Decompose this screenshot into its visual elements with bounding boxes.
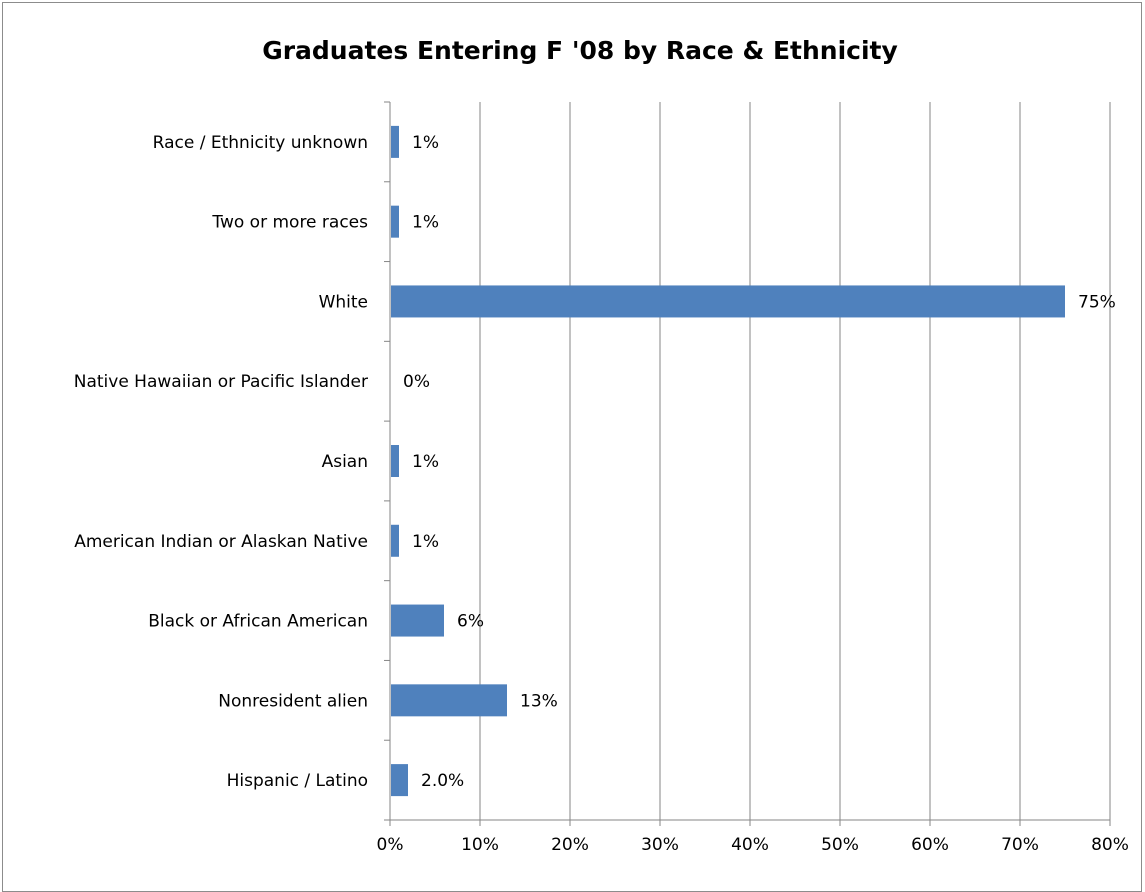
category-label: Nonresident alien bbox=[218, 691, 368, 711]
data-label: 1% bbox=[412, 133, 439, 153]
bar bbox=[391, 445, 399, 477]
x-tick-labels: 0% 10% 20% 30% 40% 50% 60% 70% 80% bbox=[377, 835, 1129, 855]
x-tick-label: 60% bbox=[911, 835, 949, 855]
category-label: Asian bbox=[322, 452, 368, 472]
data-label: 1% bbox=[412, 213, 439, 233]
chart-title: Graduates Entering F '08 by Race & Ethni… bbox=[262, 36, 898, 65]
category-label: White bbox=[319, 292, 368, 312]
x-tick-label: 70% bbox=[1001, 835, 1039, 855]
x-tick-label: 80% bbox=[1091, 835, 1129, 855]
x-tick-label: 50% bbox=[821, 835, 859, 855]
bar bbox=[391, 285, 1065, 318]
x-tick-label: 10% bbox=[461, 835, 499, 855]
category-label: Hispanic / Latino bbox=[227, 771, 368, 791]
x-tick-label: 20% bbox=[551, 835, 589, 855]
bar bbox=[391, 764, 408, 797]
data-label: 0% bbox=[403, 372, 430, 392]
gridlines bbox=[389, 102, 1111, 826]
category-label: Race / Ethnicity unknown bbox=[153, 133, 368, 153]
category-label: American Indian or Alaskan Native bbox=[74, 532, 368, 552]
x-tick-label: 30% bbox=[641, 835, 679, 855]
category-label: Two or more races bbox=[211, 213, 368, 233]
data-label: 1% bbox=[412, 532, 439, 552]
bar bbox=[391, 205, 399, 238]
bars bbox=[391, 125, 1065, 797]
data-label: 75% bbox=[1078, 292, 1116, 312]
category-labels: Race / Ethnicity unknown Two or more race… bbox=[74, 133, 368, 791]
data-labels: 1% 1% 75% 0% 1% 1% 6% 13% 2.0% bbox=[403, 133, 1116, 791]
data-label: 6% bbox=[457, 612, 484, 632]
category-label: Black or African American bbox=[148, 612, 368, 632]
bar bbox=[391, 524, 399, 557]
x-tick-label: 40% bbox=[731, 835, 769, 855]
data-label: 1% bbox=[412, 452, 439, 472]
data-label: 13% bbox=[520, 691, 558, 711]
bar bbox=[391, 604, 444, 637]
bar bbox=[391, 684, 507, 717]
y-axis bbox=[384, 101, 1110, 821]
bar bbox=[391, 125, 399, 158]
x-tick-label: 0% bbox=[377, 835, 404, 855]
data-label: 2.0% bbox=[421, 771, 464, 791]
category-label: Native Hawaiian or Pacific Islander bbox=[74, 372, 368, 392]
